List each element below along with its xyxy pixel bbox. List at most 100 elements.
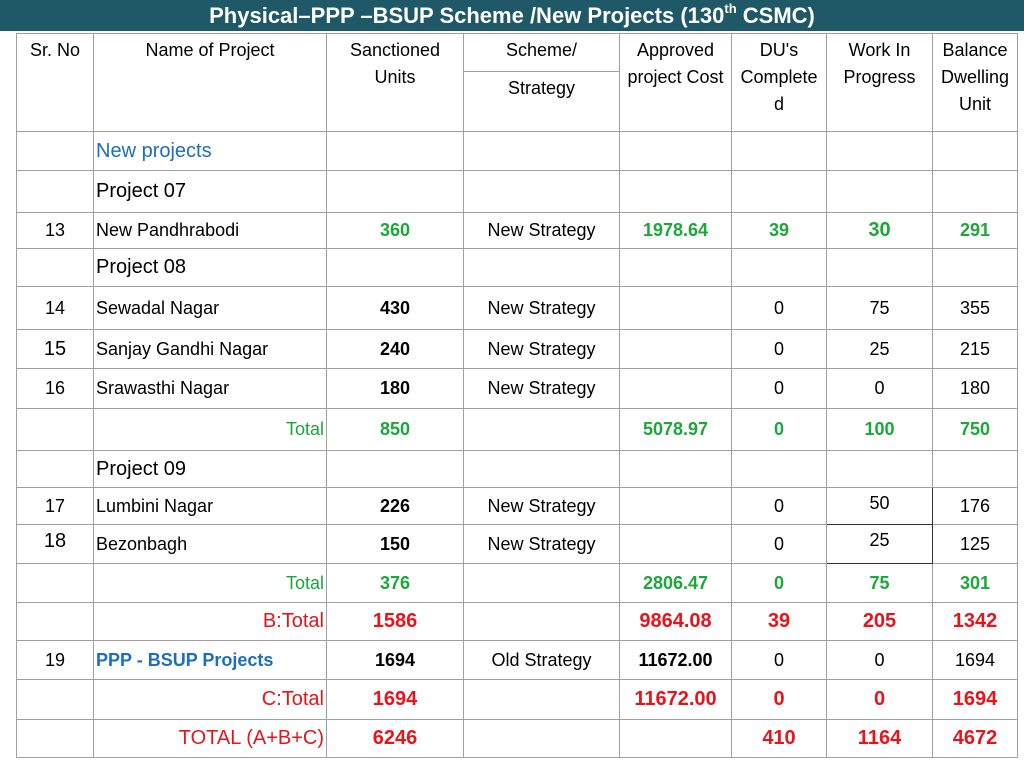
cell-units: 150: [326, 524, 464, 564]
cell-balance: 750: [932, 408, 1018, 451]
section-row: Project 07: [16, 170, 1018, 213]
cell-cost: [619, 286, 732, 330]
cell-units: 1586: [326, 602, 464, 641]
table-row: 18 Bezonbagh 150 New Strategy 0 25 125: [16, 524, 1018, 564]
cell-name: PPP - BSUP Projects: [93, 640, 327, 680]
cell-units: 240: [326, 329, 464, 369]
cell-cost: 11672.00: [619, 640, 732, 680]
cell-scheme: New Strategy: [463, 212, 620, 249]
grand-total-row: TOTAL (A+B+C) 6246 410 1164 4672: [16, 719, 1018, 758]
cell-name: New Pandhrabodi: [93, 212, 327, 249]
section-project-09: Project 09: [93, 450, 327, 488]
section-row: Project 08: [16, 248, 1018, 287]
table-row: 15 Sanjay Gandhi Nagar 240 New Strategy …: [16, 329, 1018, 369]
cell-wip: 0: [826, 368, 933, 409]
header-wip: Work In Progress: [826, 33, 933, 132]
cell-sr: 13: [16, 212, 94, 249]
cell-balance: 291: [932, 212, 1018, 249]
cell-balance: 125: [932, 524, 1018, 564]
cell-cost: [619, 719, 732, 758]
cell-units: 6246: [326, 719, 464, 758]
cell-balance: 301: [932, 563, 1018, 603]
title-end: CSMC): [736, 3, 815, 28]
cell-du: 0: [731, 368, 827, 409]
cell-scheme: Old Strategy: [463, 640, 620, 680]
cell-units: 1694: [326, 679, 464, 720]
cell-sr: 17: [16, 487, 94, 525]
cell-balance: 176: [932, 487, 1018, 525]
cell-scheme: New Strategy: [463, 524, 620, 564]
header-row: Sr. No Name of Project Sanctioned Units …: [16, 33, 1018, 132]
cell-units: 430: [326, 286, 464, 330]
cell-units: 376: [326, 563, 464, 603]
cell-du: 0: [731, 408, 827, 451]
total-row: C:Total 1694 11672.00 0 0 1694: [16, 679, 1018, 720]
cell-wip: 50: [826, 487, 933, 525]
cell-cost: 2806.47: [619, 563, 732, 603]
cell-balance: 1694: [932, 640, 1018, 680]
table-row: 19 PPP - BSUP Projects 1694 Old Strategy…: [16, 640, 1018, 680]
cell-balance: 1694: [932, 679, 1018, 720]
cell-du: 39: [731, 602, 827, 641]
header-sanctioned: Sanctioned Units: [326, 33, 464, 132]
cell-wip: 205: [826, 602, 933, 641]
cell-scheme: New Strategy: [463, 487, 620, 525]
cell-balance: 1342: [932, 602, 1018, 641]
cell-name: Lumbini Nagar: [93, 487, 327, 525]
title-superscript: th: [724, 1, 737, 16]
cell-cost: [619, 329, 732, 369]
table-row: 16 Srawasthi Nagar 180 New Strategy 0 0 …: [16, 368, 1018, 409]
cell-name: Srawasthi Nagar: [93, 368, 327, 409]
cell-scheme: New Strategy: [463, 368, 620, 409]
total-label: B:Total: [93, 602, 327, 641]
cell-wip: 100: [826, 408, 933, 451]
table-row: 13 New Pandhrabodi 360 New Strategy 1978…: [16, 212, 1018, 249]
section-project-08: Project 08: [93, 248, 327, 287]
table-row: 17 Lumbini Nagar 226 New Strategy 0 50 1…: [16, 487, 1018, 525]
cell-wip: 75: [826, 286, 933, 330]
subtotal-label: Total: [93, 408, 327, 451]
cell-cost: 11672.00: [619, 679, 732, 720]
cell-cost: 1978.64: [619, 212, 732, 249]
cell-name: Sewadal Nagar: [93, 286, 327, 330]
cell-wip: 30: [826, 212, 933, 249]
cell-name: Sanjay Gandhi Nagar: [93, 329, 327, 369]
cell-sr: 15: [16, 329, 94, 369]
section-new-projects: New projects: [93, 131, 327, 171]
cell-du: 0: [731, 679, 827, 720]
header-cost: Approved project Cost: [619, 33, 732, 132]
grand-total-label: TOTAL (A+B+C): [93, 719, 327, 758]
projects-table: Sr. No Name of Project Sanctioned Units …: [16, 33, 1018, 758]
cell-scheme: New Strategy: [463, 329, 620, 369]
header-row-2: Strategy: [17, 71, 1018, 132]
header-name: Name of Project: [93, 33, 327, 132]
cell-units: 180: [326, 368, 464, 409]
cell-cost: 9864.08: [619, 602, 732, 641]
cell-cost: 5078.97: [619, 408, 732, 451]
total-label: C:Total: [93, 679, 327, 720]
subtotal-label: Total: [93, 563, 327, 603]
section-project-07: Project 07: [93, 170, 327, 213]
cell-sr: 19: [16, 640, 94, 680]
cell-units: 1694: [326, 640, 464, 680]
cell-cost: [619, 524, 732, 564]
header-scheme: Scheme/: [463, 33, 620, 72]
cell-balance: 180: [932, 368, 1018, 409]
cell-du: 0: [731, 563, 827, 603]
header-sr-no: Sr. No: [16, 33, 94, 132]
section-row: New projects: [16, 131, 1018, 171]
slide-title: Physical–PPP –BSUP Scheme /New Projects …: [0, 0, 1024, 31]
cell-wip: 0: [826, 640, 933, 680]
title-main: Physical–PPP –BSUP Scheme /New Projects …: [209, 3, 725, 28]
cell-wip: 1164: [826, 719, 933, 758]
table-row: 14 Sewadal Nagar 430 New Strategy 0 75 3…: [16, 286, 1018, 330]
cell-du: 0: [731, 524, 827, 564]
cell-wip: 0: [826, 679, 933, 720]
cell-du: 0: [731, 640, 827, 680]
header-du: DU's Complete d: [731, 33, 827, 132]
cell-wip: 25: [826, 329, 933, 369]
cell-sr: 16: [16, 368, 94, 409]
cell-balance: 215: [932, 329, 1018, 369]
total-row: B:Total 1586 9864.08 39 205 1342: [16, 602, 1018, 641]
cell-sr: 14: [16, 286, 94, 330]
